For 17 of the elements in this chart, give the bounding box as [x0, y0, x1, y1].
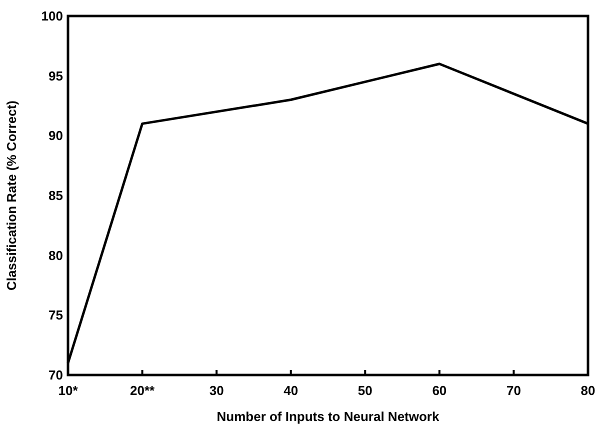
x-axis-title: Number of Inputs to Neural Network — [216, 409, 440, 424]
y-tick-label: 100 — [41, 8, 63, 24]
y-tick-label: 75 — [48, 308, 63, 323]
y-tick-label: 80 — [48, 248, 63, 263]
x-tick-label: 60 — [432, 383, 447, 398]
x-tick-label: 50 — [358, 383, 372, 398]
x-tick-label: 70 — [506, 383, 521, 398]
x-tick-label: 20** — [130, 383, 156, 398]
y-axis-title: Classification Rate (% Correct) — [4, 100, 19, 290]
y-tick-label: 70 — [48, 368, 63, 383]
y-tick-label: 85 — [48, 188, 63, 204]
y-tick-label: 95 — [48, 68, 63, 84]
x-tick-label: 80 — [580, 383, 596, 398]
x-tick-label: 40 — [284, 383, 298, 398]
x-tick-label: 10* — [58, 383, 79, 398]
y-tick-label: 90 — [48, 128, 63, 144]
x-tick-label: 30 — [209, 383, 224, 398]
